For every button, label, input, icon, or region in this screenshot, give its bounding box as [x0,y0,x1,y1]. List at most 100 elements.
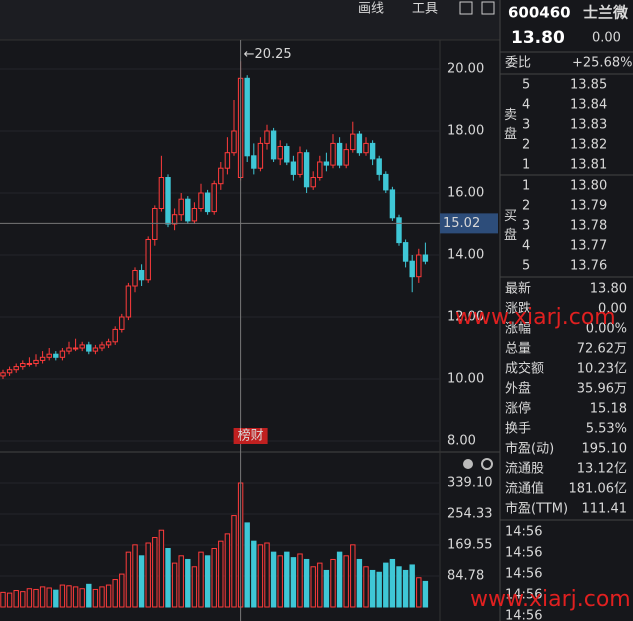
stock-name: 士兰微 [583,4,629,22]
volume-bar [330,558,336,608]
draw-button[interactable]: 画线 [358,2,384,17]
volume-bar [317,562,323,608]
volume-bar [211,547,217,608]
volume-bar [323,569,330,608]
stat-label: 市盈(TTM) [505,501,568,517]
chart: 20.00 18.00 16.00 14.00 12.00 10.00 8.00 339.10… [0,40,498,621]
stat-value: 195.10 [582,442,628,457]
candle-body [158,177,165,209]
ask-price: 13.82 [570,138,607,153]
volume-bar [303,558,310,608]
volume-bar [138,555,145,608]
candle-body [86,344,92,352]
candle-body [191,208,198,222]
volume-bar [46,587,52,608]
close-icon[interactable] [463,459,473,469]
volume-bar [185,558,191,608]
candle-body [53,353,59,358]
crosshair-price-box [440,213,498,234]
candle-body [389,189,396,219]
ask-side-label: 卖盘 [504,108,517,142]
volume-bar [343,555,349,608]
candle-body [152,208,158,240]
stat-label: 最新 [505,281,531,297]
volume-bar [198,551,204,608]
bid-level: 1 [522,179,530,194]
bid-price: 13.78 [570,219,607,234]
watermark: www.xiarj.com [455,305,616,330]
candle-body [416,254,422,278]
candle-body [72,347,79,350]
candle-body [290,161,297,175]
window-icon[interactable] [481,1,495,15]
bid-level: 4 [522,239,530,254]
trade-time: 14:56 [505,546,542,561]
volume-bar [26,588,33,608]
candle-body [132,270,138,287]
volume-bar [59,584,66,608]
volume-bar [6,592,13,608]
candle-body [270,130,277,160]
settings-icon[interactable] [481,458,493,470]
candle-body [369,142,376,160]
volume-bar [86,583,92,608]
candle-body [112,328,118,343]
volume-bar [297,553,303,608]
trade-time: 14:56 [505,588,542,603]
candle-body [284,146,290,163]
volume-bar [20,591,26,608]
stat-label: 流通股 [505,462,544,477]
volume-tick-label: 254.33 [447,506,493,521]
stat-label: 总量 [505,342,531,357]
volume-bar [105,584,112,608]
candle-body [422,254,429,262]
volume-bar [363,566,369,608]
volume-bar [145,542,151,608]
watermark: www.xiarj.com [470,587,631,612]
volume-bar [376,571,382,608]
volume-bar [72,586,79,608]
candle-body [46,353,52,358]
candle-body [204,192,211,213]
stat-label: 涨停 [505,401,531,417]
stat-value: 13.80 [590,282,627,297]
candle-body [264,130,270,144]
candle-body [171,214,178,225]
ask-price: 13.81 [570,158,607,173]
volume-bar [53,589,59,608]
volume-bar [152,537,158,608]
candle-body [363,142,369,154]
stat-value: 0.00% [586,322,627,337]
candle-body [20,363,26,368]
volume-bar [251,540,257,608]
volume-tick-label: 339.10 [447,476,493,491]
candle-body [198,192,204,209]
volume-bar [284,551,290,608]
volume-bar [132,544,138,608]
bid-level: 2 [522,199,530,214]
y-tick-label: 18.00 [447,124,484,139]
bid-price: 13.80 [570,179,607,194]
candle-body [138,270,145,281]
tools-button[interactable]: 工具 [412,2,438,17]
ask-price: 13.85 [570,78,607,93]
volume-tick-label: 84.78 [447,568,484,583]
candle-body [376,158,382,175]
volume-tick-label: 169.55 [447,538,493,553]
marker-label[interactable]: 榜财 [238,428,264,444]
expand-icon[interactable] [459,1,473,15]
candle-body [383,173,389,191]
candle-body [343,149,349,166]
candle-body [396,217,402,244]
volume-bar [369,569,376,608]
volume-bar [270,551,277,608]
candle-body [33,359,39,364]
ask-level: 3 [522,118,530,133]
stock-code: 600460 [508,4,571,22]
stat-value: 111.41 [582,502,628,517]
volume-bar [257,544,264,608]
volume-bar [264,542,270,608]
candle-body [350,133,356,151]
volume-bar [383,562,389,608]
